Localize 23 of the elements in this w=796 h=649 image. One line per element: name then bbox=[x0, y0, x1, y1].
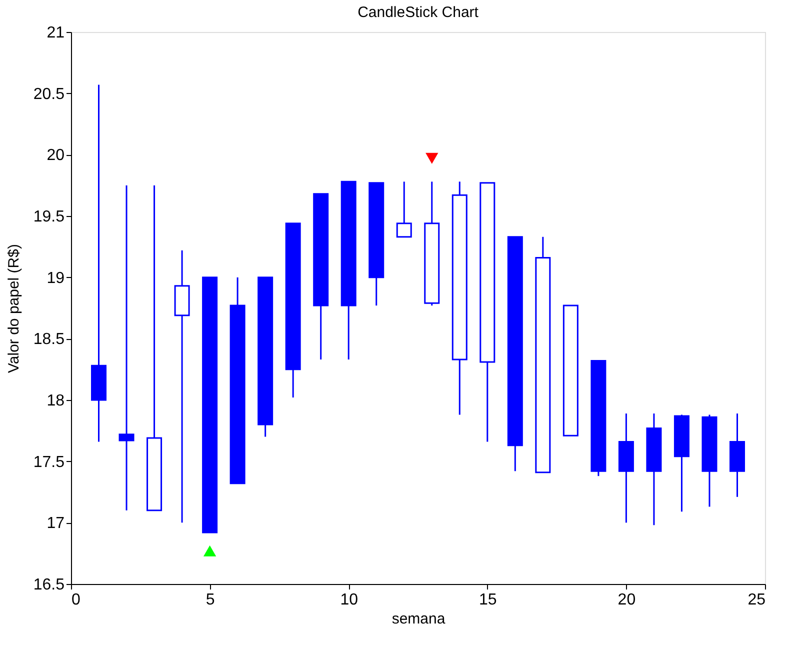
y-tick-label: 16.5 bbox=[33, 576, 65, 594]
x-axis-title: semana bbox=[392, 610, 446, 628]
x-tick-label: 5 bbox=[206, 592, 215, 608]
y-tick-label: 20 bbox=[46, 147, 65, 164]
candlestick bbox=[91, 84, 107, 442]
y-tick-label: 18 bbox=[46, 392, 65, 410]
y-axis-title: Valor do papel (R$) bbox=[5, 244, 22, 373]
x-tick-label: 20 bbox=[618, 592, 636, 608]
candlestick bbox=[396, 180, 412, 238]
x-tick-label: 10 bbox=[340, 592, 358, 608]
y-tick-label: 21 bbox=[46, 24, 65, 42]
x-tick-label: 0 bbox=[72, 592, 80, 608]
candlestick bbox=[118, 184, 134, 512]
y-tick-label: 18.5 bbox=[33, 331, 65, 348]
x-tick-label: 25 bbox=[748, 592, 766, 608]
y-tick-label: 19.5 bbox=[33, 208, 65, 226]
y-tick-label: 17 bbox=[46, 515, 65, 532]
y-tick-label: 17.5 bbox=[33, 454, 65, 471]
y-tick-label: 19 bbox=[46, 270, 65, 287]
chart-title: CandleStick Chart bbox=[358, 4, 480, 21]
candlestick bbox=[174, 250, 190, 524]
x-tick-label: 15 bbox=[479, 592, 497, 608]
y-tick-label: 20.5 bbox=[33, 86, 65, 103]
